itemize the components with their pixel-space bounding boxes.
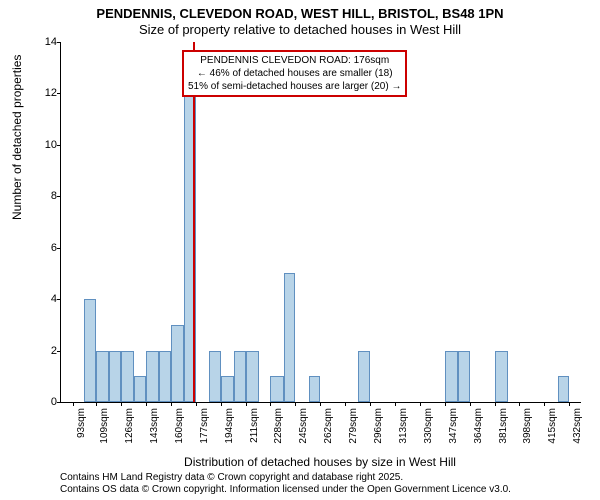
- annotation-line: PENDENNIS CLEVEDON ROAD: 176sqm: [188, 54, 401, 67]
- histogram-bar: [309, 376, 321, 402]
- histogram-bar: [121, 351, 134, 402]
- x-tick-label: 211sqm: [249, 408, 260, 443]
- annotation-line: ← 46% of detached houses are smaller (18…: [188, 67, 401, 80]
- x-tick-label: 194sqm: [224, 408, 235, 444]
- y-tick-label: 12: [45, 87, 57, 99]
- x-tick-label: 381sqm: [498, 408, 509, 444]
- x-tick-label: 415sqm: [547, 408, 558, 444]
- x-tick-label: 432sqm: [572, 408, 583, 444]
- histogram-bar: [284, 273, 296, 402]
- title-main: PENDENNIS, CLEVEDON ROAD, WEST HILL, BRI…: [0, 6, 600, 21]
- y-tick-label: 14: [45, 36, 57, 48]
- y-tick-label: 10: [45, 139, 57, 151]
- histogram-bar: [84, 299, 96, 402]
- footer-line-2: Contains OS data © Crown copyright. Info…: [60, 484, 511, 496]
- x-tick-label: 245sqm: [298, 408, 309, 444]
- histogram-bar: [209, 351, 221, 402]
- histogram-bar: [495, 351, 508, 402]
- footer-line-1: Contains HM Land Registry data © Crown c…: [60, 472, 511, 484]
- histogram-bar: [558, 376, 570, 402]
- x-tick-label: 126sqm: [124, 408, 135, 444]
- histogram-bar: [171, 325, 184, 402]
- histogram-bar: [221, 376, 234, 402]
- x-tick-label: 347sqm: [448, 408, 459, 444]
- x-tick-label: 398sqm: [522, 408, 533, 444]
- chart-container: PENDENNIS, CLEVEDON ROAD, WEST HILL, BRI…: [0, 0, 600, 500]
- x-tick-label: 296sqm: [373, 408, 384, 444]
- x-tick-label: 143sqm: [149, 408, 160, 444]
- y-axis-label: Number of detached properties: [10, 55, 24, 220]
- x-tick-label: 228sqm: [273, 408, 284, 444]
- x-tick-label: 177sqm: [199, 408, 210, 444]
- histogram-bar: [109, 351, 121, 402]
- histogram-bar: [246, 351, 259, 402]
- histogram-bar: [270, 376, 283, 402]
- x-tick-label: 313sqm: [398, 408, 409, 444]
- histogram-bar: [445, 351, 458, 402]
- annotation-box: PENDENNIS CLEVEDON ROAD: 176sqm← 46% of …: [182, 50, 407, 97]
- title-sub: Size of property relative to detached ho…: [0, 22, 600, 37]
- x-axis-label: Distribution of detached houses by size …: [60, 455, 580, 469]
- x-tick-label: 160sqm: [174, 408, 185, 444]
- histogram-bar: [134, 376, 146, 402]
- footer-attribution: Contains HM Land Registry data © Crown c…: [60, 472, 511, 496]
- histogram-bar: [234, 351, 246, 402]
- x-tick-label: 262sqm: [323, 408, 334, 444]
- annotation-line: 51% of semi-detached houses are larger (…: [188, 80, 401, 93]
- x-tick-label: 109sqm: [99, 408, 110, 444]
- x-tick-label: 364sqm: [473, 408, 484, 444]
- x-tick-label: 330sqm: [423, 408, 434, 444]
- histogram-bar: [358, 351, 370, 402]
- histogram-bar: [96, 351, 109, 402]
- x-tick-label: 279sqm: [348, 408, 359, 444]
- x-tick-label: 93sqm: [76, 408, 87, 438]
- histogram-bar: [159, 351, 171, 402]
- histogram-bar: [458, 351, 470, 402]
- histogram-bar: [146, 351, 159, 402]
